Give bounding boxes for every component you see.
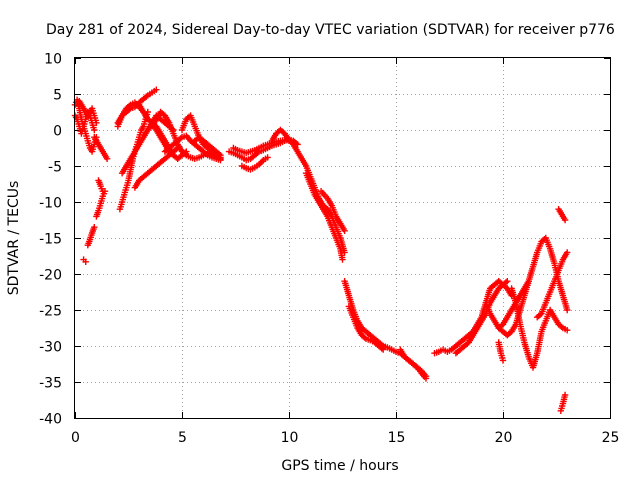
series-trace: [558, 393, 568, 412]
y-tick-label: -5: [48, 160, 62, 176]
series-trace: [303, 172, 346, 261]
x-tick-label: 10: [281, 430, 299, 446]
data-points: [71, 86, 571, 414]
y-tick-label: -30: [39, 340, 62, 356]
series-trace: [92, 135, 110, 161]
series-t34: [534, 249, 571, 321]
series-t37: [557, 391, 569, 414]
x-tick-label: 25: [602, 430, 620, 446]
series-t20: [230, 136, 293, 157]
series-trace: [454, 279, 510, 356]
series-t8: [95, 177, 106, 195]
series-t5: [80, 256, 89, 265]
data-point: [82, 258, 89, 265]
series-trace: [232, 136, 291, 156]
series-t36: [555, 206, 569, 224]
y-tick-label: -15: [39, 232, 62, 248]
x-axis-title: GPS time / hours: [281, 458, 398, 474]
series-t28: [397, 346, 430, 382]
series-trace: [240, 155, 269, 173]
series-trace: [495, 341, 506, 362]
series-t4: [91, 134, 111, 162]
x-tick-label: 0: [71, 430, 80, 446]
series-trace: [163, 133, 222, 163]
series-trace: [556, 207, 568, 222]
series-t11: [114, 99, 190, 162]
chart-title: Day 281 of 2024, Sidereal Day-to-day VTE…: [46, 22, 615, 38]
y-tick-label: -10: [39, 196, 62, 212]
y-tick-label: -40: [39, 412, 62, 428]
series-t33: [508, 285, 571, 371]
series-trace: [193, 135, 223, 158]
series-trace: [77, 99, 99, 124]
y-tick-label: 5: [53, 88, 62, 104]
y-tick-label: 0: [53, 124, 62, 140]
series-t3: [76, 98, 100, 126]
series-t27: [345, 303, 387, 353]
series-trace: [535, 251, 570, 320]
series-trace: [93, 190, 108, 218]
y-tick-label: 10: [44, 52, 62, 68]
series-trace: [509, 287, 569, 369]
series-trace: [346, 305, 385, 352]
plot-frame: [74, 57, 611, 419]
y-tick-label: -20: [39, 268, 62, 284]
series-t18: [191, 134, 224, 159]
series-trace: [319, 189, 347, 233]
series-trace: [398, 348, 428, 380]
series-t25: [317, 188, 348, 234]
series-t35: [495, 339, 507, 364]
y-axis-title: SDTVAR / TECUs: [6, 181, 22, 296]
series-t7: [93, 188, 109, 220]
x-tick-label: 20: [495, 430, 513, 446]
series-trace: [85, 225, 97, 247]
series-t6: [84, 224, 98, 249]
series-trace: [96, 179, 105, 192]
axis-ticks: 10 5 0 -5 -10 -15 -20 -25 -30 -35 -40 0 5 10 15 20 25: [39, 52, 619, 447]
series-t16: [161, 132, 224, 164]
y-tick-label: -35: [39, 376, 62, 392]
series-t24: [302, 170, 346, 263]
x-tick-label: 15: [388, 430, 406, 446]
series-trace: [269, 128, 292, 143]
y-tick-label: -25: [39, 304, 62, 320]
x-tick-label: 5: [178, 430, 187, 446]
series-t21: [238, 154, 271, 173]
